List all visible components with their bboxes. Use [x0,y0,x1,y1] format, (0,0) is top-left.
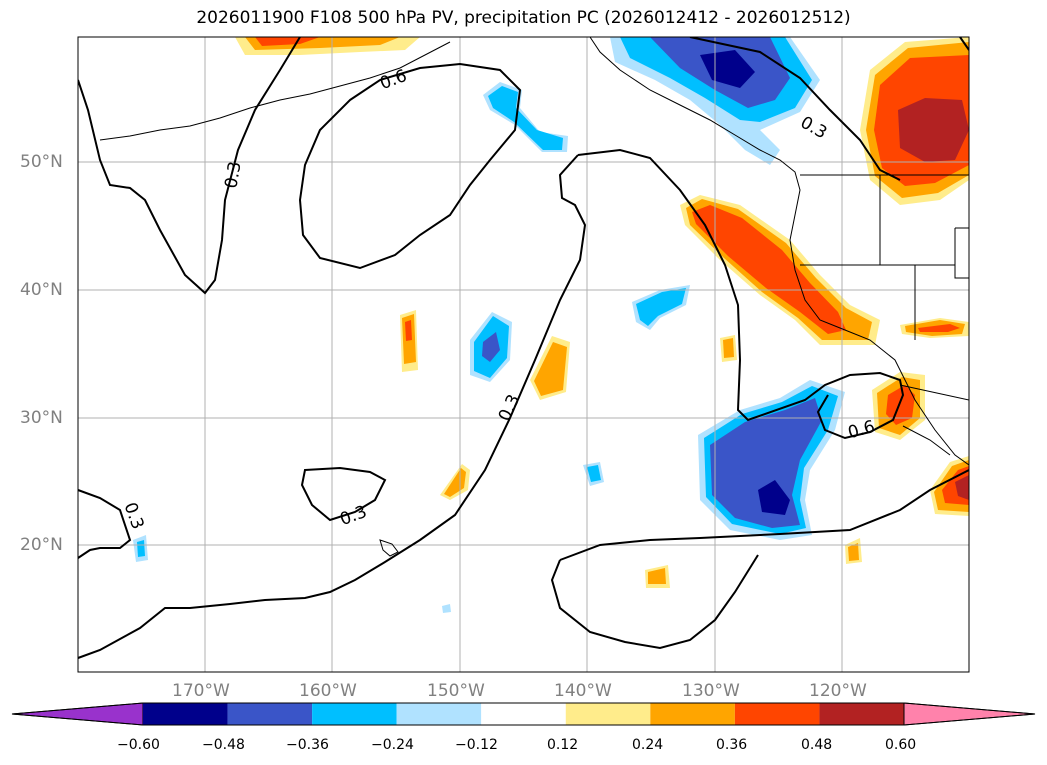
colorbar-tick: 0.36 [716,737,748,753]
colorbar-tick: 0.24 [632,737,664,753]
coastlines [99,37,969,557]
pv-contours [78,37,969,659]
colorbar-swatch [481,703,566,725]
graticule [78,37,969,672]
precip-negative [133,37,845,613]
lat-label: 30°N [20,408,63,428]
colorbar-swatch [227,703,313,725]
colorbar-swatch [819,703,904,725]
colorbar-swatch [650,703,735,725]
colorbar-tick: −0.48 [202,737,245,753]
lon-label: 130°W [682,681,740,701]
colorbar-outline [11,702,1036,726]
lon-label: 170°W [172,681,230,701]
colorbar-swatch [396,703,482,725]
colorbar-extend-max [903,702,1036,726]
map-frame [77,36,970,673]
colorbar-tick: −0.60 [117,737,160,753]
colorbar [11,702,1036,726]
colorbar-tick: −0.36 [286,737,329,753]
colorbar-tick: 0.60 [885,737,917,753]
colorbar-swatch [734,703,820,725]
colorbar-swatch [565,703,651,725]
colorbar-tick: 0.12 [547,737,579,753]
lon-label: 140°W [554,681,612,701]
lat-label: 20°N [20,535,63,555]
colorbar-tick: 0.48 [801,737,833,753]
lat-label: 40°N [20,280,63,300]
precip-positive [235,37,969,588]
colorbar-extend-min [11,702,144,726]
colorbar-tick: −0.24 [371,737,414,753]
map-field [78,37,969,672]
colorbar-swatch [312,703,397,725]
lon-label: 150°W [427,681,485,701]
map-title: 2026011900 F108 500 hPa PV, precipitatio… [196,8,851,28]
lon-label: 120°W [809,681,867,701]
lat-label: 50°N [20,152,63,172]
lon-label: 160°W [299,681,357,701]
colorbar-tick: −0.12 [455,737,498,753]
colorbar-swatch [143,703,228,725]
